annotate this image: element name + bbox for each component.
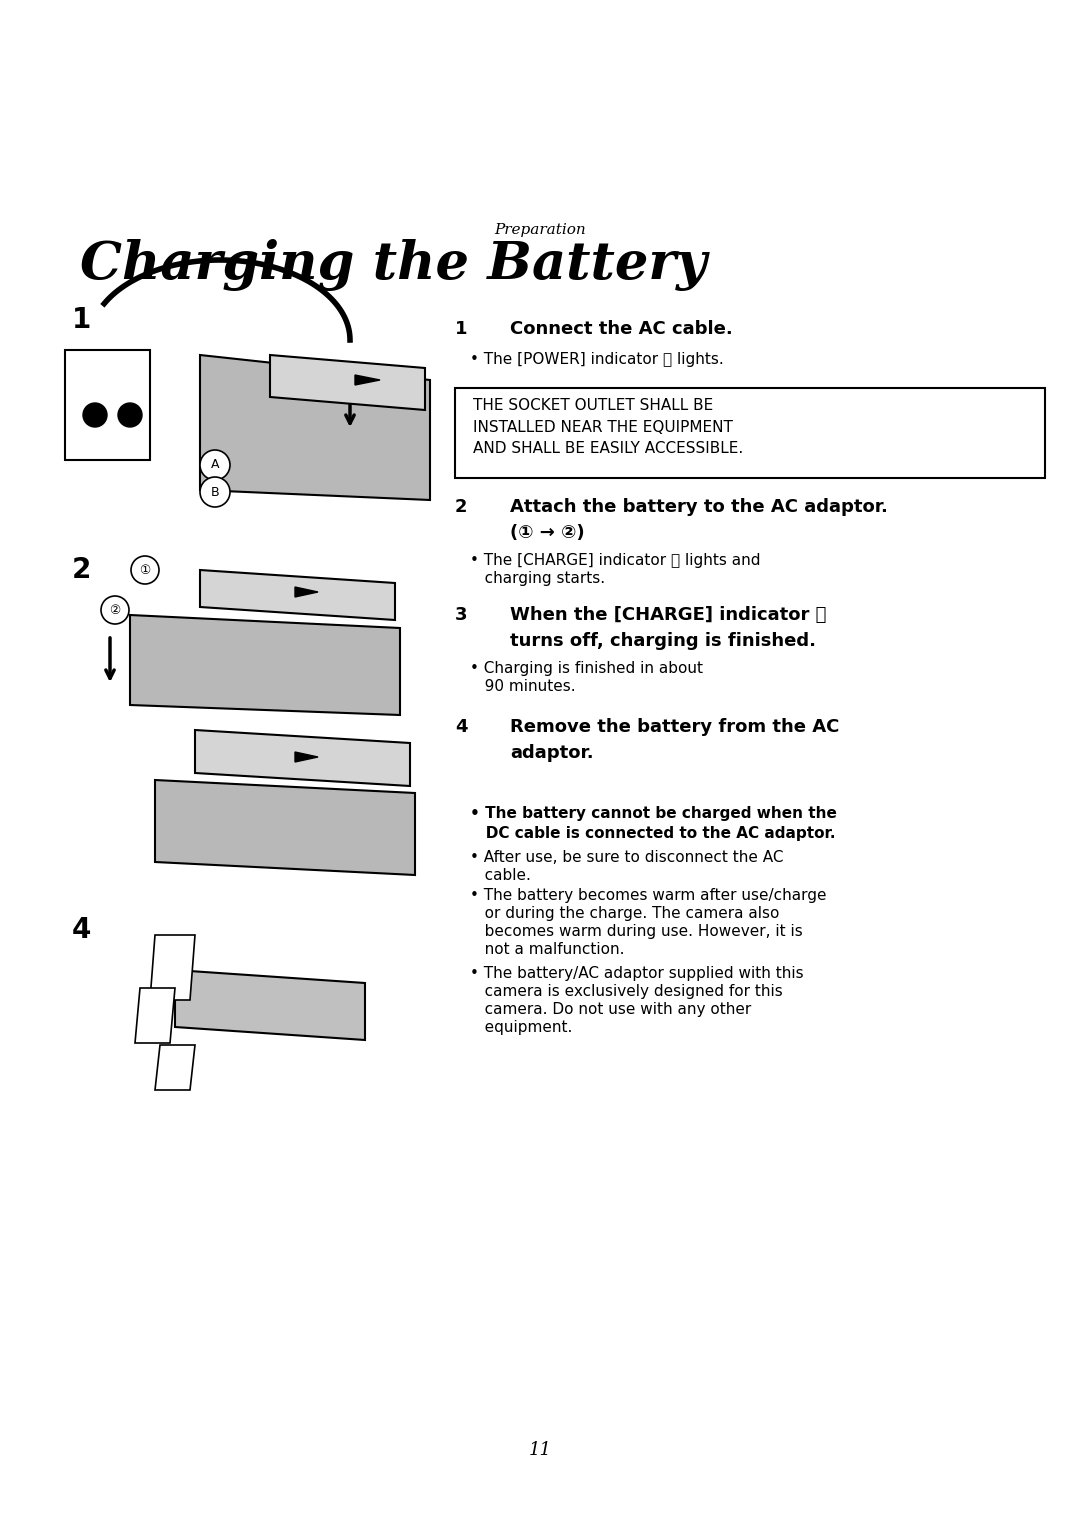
Text: ①: ① xyxy=(139,563,150,577)
Text: Preparation: Preparation xyxy=(495,223,585,237)
Polygon shape xyxy=(270,356,426,410)
Text: 4: 4 xyxy=(72,916,92,945)
Polygon shape xyxy=(130,615,400,716)
Text: camera. Do not use with any other: camera. Do not use with any other xyxy=(470,1003,752,1016)
Text: becomes warm during use. However, it is: becomes warm during use. However, it is xyxy=(470,925,802,938)
Text: or during the charge. The camera also: or during the charge. The camera also xyxy=(470,906,780,922)
Text: DC cable is connected to the AC adaptor.: DC cable is connected to the AC adaptor. xyxy=(470,826,836,841)
Text: camera is exclusively designed for this: camera is exclusively designed for this xyxy=(470,984,783,1000)
Circle shape xyxy=(118,403,141,427)
Polygon shape xyxy=(195,729,410,786)
Text: 1: 1 xyxy=(72,307,91,334)
Text: When the [CHARGE] indicator Ⓑ: When the [CHARGE] indicator Ⓑ xyxy=(510,606,826,624)
Text: ②: ② xyxy=(109,603,121,617)
Circle shape xyxy=(200,478,230,507)
Text: not a malfunction.: not a malfunction. xyxy=(470,942,624,957)
Text: equipment.: equipment. xyxy=(470,1019,572,1035)
Polygon shape xyxy=(355,375,380,385)
Text: charging starts.: charging starts. xyxy=(470,571,605,586)
Circle shape xyxy=(200,450,230,481)
Circle shape xyxy=(102,597,129,624)
Circle shape xyxy=(83,403,107,427)
Polygon shape xyxy=(200,356,430,501)
Polygon shape xyxy=(175,971,365,1041)
Text: A: A xyxy=(211,458,219,472)
Circle shape xyxy=(131,555,159,584)
Text: 1: 1 xyxy=(455,320,468,337)
Text: 2: 2 xyxy=(72,555,92,584)
Text: Connect the AC cable.: Connect the AC cable. xyxy=(510,320,732,337)
Text: 4: 4 xyxy=(455,719,468,736)
Text: • After use, be sure to disconnect the AC: • After use, be sure to disconnect the A… xyxy=(470,850,783,865)
Text: • The battery cannot be charged when the: • The battery cannot be charged when the xyxy=(470,806,837,821)
Text: • The battery/AC adaptor supplied with this: • The battery/AC adaptor supplied with t… xyxy=(470,966,804,981)
Text: • The [CHARGE] indicator Ⓑ lights and: • The [CHARGE] indicator Ⓑ lights and xyxy=(470,552,760,568)
Text: • The [POWER] indicator Ⓐ lights.: • The [POWER] indicator Ⓐ lights. xyxy=(470,353,724,366)
Text: Remove the battery from the AC: Remove the battery from the AC xyxy=(510,719,839,736)
Polygon shape xyxy=(156,1045,195,1090)
Polygon shape xyxy=(150,935,195,1000)
Bar xyxy=(65,349,150,459)
Text: turns off, charging is finished.: turns off, charging is finished. xyxy=(510,632,816,650)
Text: THE SOCKET OUTLET SHALL BE
INSTALLED NEAR THE EQUIPMENT
AND SHALL BE EASILY ACCE: THE SOCKET OUTLET SHALL BE INSTALLED NEA… xyxy=(473,398,743,456)
Text: Attach the battery to the AC adaptor.: Attach the battery to the AC adaptor. xyxy=(510,497,888,516)
Polygon shape xyxy=(135,987,175,1042)
Text: 11: 11 xyxy=(528,1441,552,1459)
Polygon shape xyxy=(295,588,318,597)
Text: 90 minutes.: 90 minutes. xyxy=(470,679,576,694)
Text: Charging the Battery: Charging the Battery xyxy=(80,240,706,291)
Text: 3: 3 xyxy=(455,606,468,624)
Text: (① → ②): (① → ②) xyxy=(510,523,584,542)
Text: • Charging is finished in about: • Charging is finished in about xyxy=(470,661,703,676)
Text: adaptor.: adaptor. xyxy=(510,745,594,761)
Text: 2: 2 xyxy=(455,497,468,516)
Polygon shape xyxy=(156,780,415,874)
Text: • The battery becomes warm after use/charge: • The battery becomes warm after use/cha… xyxy=(470,888,826,903)
Bar xyxy=(455,388,1045,478)
Text: B: B xyxy=(211,485,219,499)
Polygon shape xyxy=(295,752,318,761)
Polygon shape xyxy=(200,571,395,620)
Text: cable.: cable. xyxy=(470,868,531,884)
